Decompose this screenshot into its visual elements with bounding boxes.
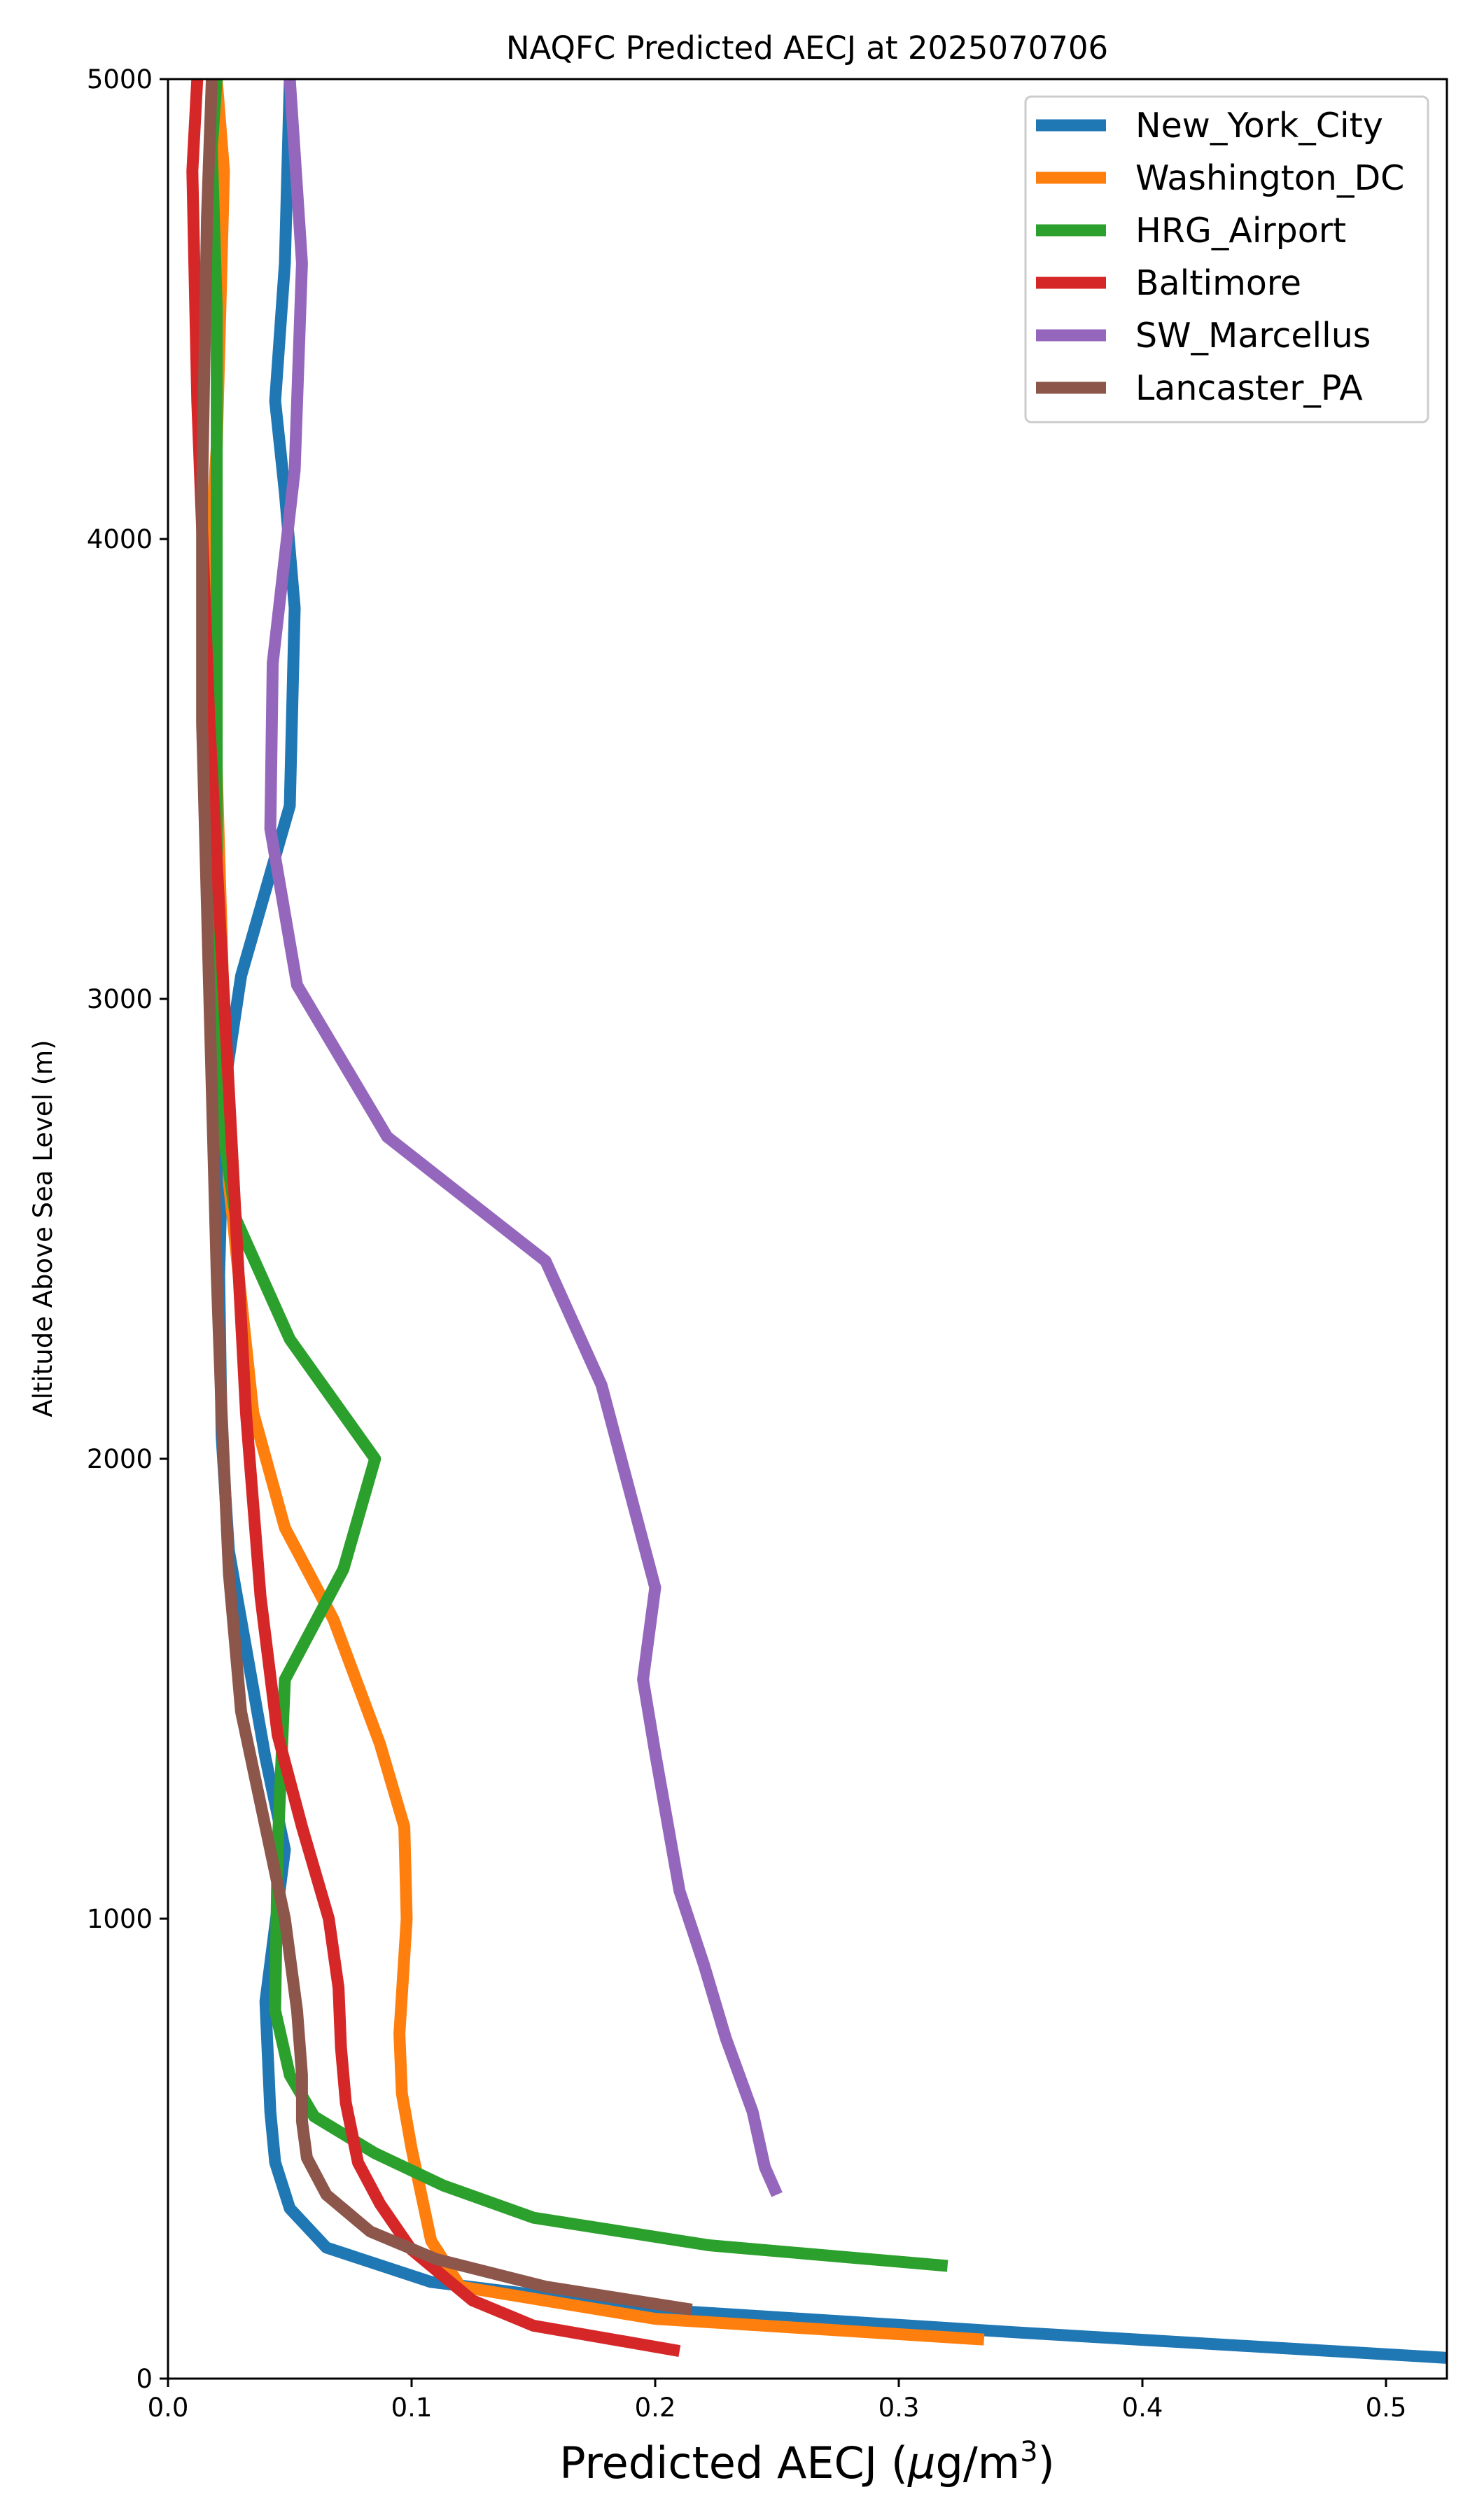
y-tick-label: 5000 xyxy=(87,64,153,94)
chart-title: NAQFC Predicted AECJ at 2025070706 xyxy=(506,29,1108,66)
x-tick-label: 0.0 xyxy=(148,2393,189,2423)
x-axis-label-mu: μ xyxy=(907,2437,935,2488)
x-axis-label-superscript: 3 xyxy=(1020,2436,1037,2468)
legend-label: Baltimore xyxy=(1135,263,1301,303)
ticks-layer: 0.0 0.1 0.2 0.3 0.4 0.5 0 1000 2000 3000 4000 5000 xyxy=(87,64,1407,2423)
series-line-lancaster-pa xyxy=(196,79,693,2316)
legend-label: Washington_DC xyxy=(1135,158,1404,198)
legend-label: New_York_City xyxy=(1135,106,1383,146)
x-axis-label-main: Predicted AECJ ( xyxy=(559,2437,908,2488)
y-tick-label: 3000 xyxy=(87,984,153,1014)
legend-box xyxy=(1024,95,1429,424)
y-axis-label: Altitude Above Sea Level (m) xyxy=(28,1040,58,1417)
x-tick-label: 0.1 xyxy=(391,2393,433,2423)
y-tick-label: 0 xyxy=(136,2364,153,2394)
legend-label: Lancaster_PA xyxy=(1135,368,1363,408)
legend: New_York_City Washington_DC HRG_Airport Bal… xyxy=(1024,95,1429,424)
legend-entries: New_York_City Washington_DC HRG_Airport Bal… xyxy=(1036,106,1404,408)
x-tick-label: 0.2 xyxy=(635,2393,676,2423)
legend-label: HRG_Airport xyxy=(1135,211,1346,251)
x-axis-label: Predicted AECJ (μg/m3) xyxy=(559,2436,1055,2488)
x-tick-label: 0.4 xyxy=(1122,2393,1163,2423)
x-axis-label-unit: g/m xyxy=(935,2437,1020,2488)
series-line-washington-dc xyxy=(203,79,985,2346)
y-tick-label: 1000 xyxy=(87,1904,153,1934)
series-layer xyxy=(186,79,1447,2364)
plot-area-frame xyxy=(167,78,1448,2380)
x-axis-label-close: ) xyxy=(1038,2437,1055,2488)
y-tick-label: 2000 xyxy=(87,1444,153,1474)
series-line-sw-marcellus xyxy=(264,79,783,2197)
y-tick-label: 4000 xyxy=(87,524,153,554)
x-tick-label: 0.3 xyxy=(878,2393,920,2423)
legend-label: SW_Marcellus xyxy=(1135,316,1371,356)
x-tick-label: 0.5 xyxy=(1366,2393,1407,2423)
